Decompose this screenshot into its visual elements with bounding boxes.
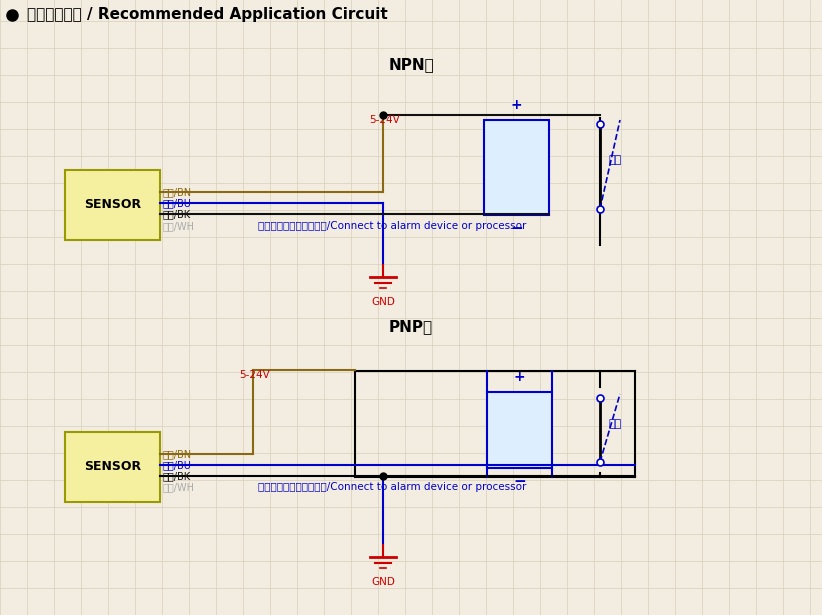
FancyBboxPatch shape: [65, 432, 160, 502]
Text: 黑色/BK: 黑色/BK: [163, 471, 192, 481]
Text: GND: GND: [371, 577, 395, 587]
Text: 可接到报警设备或处理器/Connect to alarm device or processor: 可接到报警设备或处理器/Connect to alarm device or p…: [258, 482, 526, 492]
Text: GND: GND: [371, 297, 395, 307]
Text: 蓝色/BU: 蓝色/BU: [163, 460, 192, 470]
Text: NPN型: NPN型: [388, 57, 434, 73]
Text: 负载: 负载: [608, 156, 621, 165]
Text: 蓝色/BU: 蓝色/BU: [163, 198, 192, 208]
Text: −: −: [513, 474, 526, 489]
Text: 负载: 负载: [608, 419, 621, 429]
FancyBboxPatch shape: [484, 120, 549, 215]
Text: 白色/WH: 白色/WH: [163, 221, 195, 231]
Text: 棕色/BN: 棕色/BN: [163, 449, 192, 459]
Text: 黑色/BK: 黑色/BK: [163, 209, 192, 219]
Text: 白色/WH: 白色/WH: [163, 482, 195, 492]
Text: SENSOR: SENSOR: [84, 461, 141, 474]
Text: +: +: [510, 98, 522, 112]
Text: 5-24V: 5-24V: [240, 370, 270, 380]
FancyBboxPatch shape: [65, 170, 160, 240]
Text: SENSOR: SENSOR: [84, 199, 141, 212]
Text: 5-24V: 5-24V: [370, 115, 400, 125]
Text: +: +: [514, 370, 525, 384]
Text: −: −: [510, 221, 523, 236]
Text: 可接到报警设备或处理器/Connect to alarm device or processor: 可接到报警设备或处理器/Connect to alarm device or p…: [258, 221, 526, 231]
Text: 棕色/BN: 棕色/BN: [163, 187, 192, 197]
Text: PNP型: PNP型: [389, 320, 433, 335]
Text: 推荐应用电路 / Recommended Application Circuit: 推荐应用电路 / Recommended Application Circuit: [27, 7, 388, 23]
FancyBboxPatch shape: [487, 392, 552, 468]
